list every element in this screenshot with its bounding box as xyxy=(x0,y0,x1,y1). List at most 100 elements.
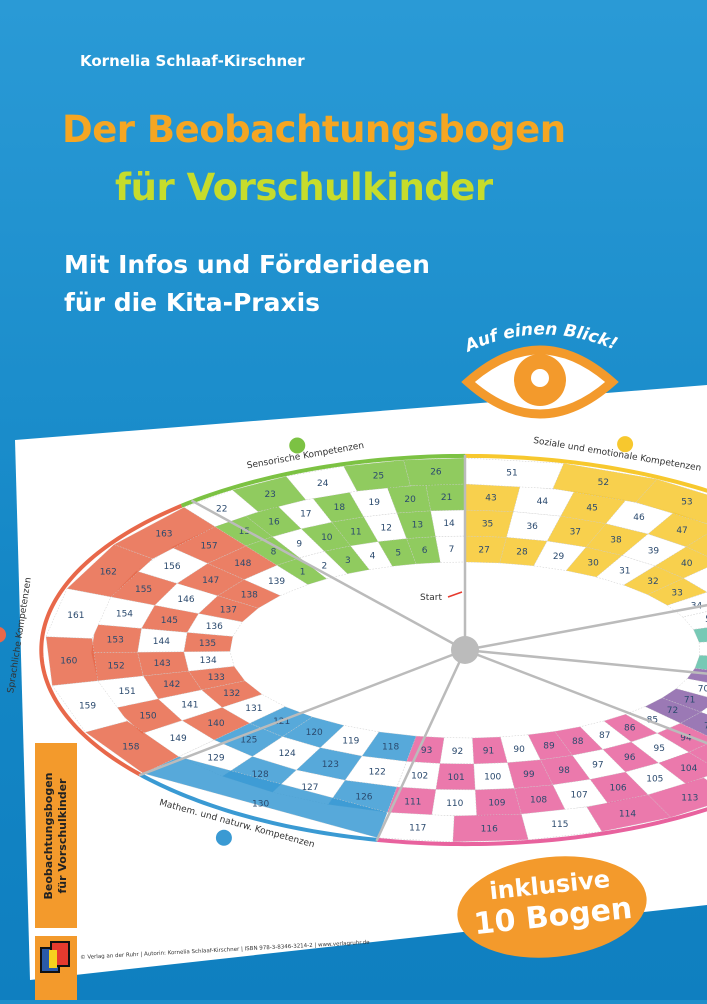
cell-number: 152 xyxy=(108,661,125,671)
cell-number: 136 xyxy=(206,622,223,632)
cell-number: 27 xyxy=(478,545,489,555)
cell-number: 29 xyxy=(553,552,565,562)
wheel-cell xyxy=(694,655,707,670)
cell-number: 26 xyxy=(430,467,442,477)
spoke-arrow xyxy=(464,603,707,652)
wheel-cell xyxy=(431,789,477,817)
cell-number: 134 xyxy=(200,656,217,666)
cell-number: 99 xyxy=(523,770,535,780)
wheel-cell xyxy=(507,759,554,789)
wheel-cell xyxy=(656,723,707,753)
cell-number: 94 xyxy=(680,733,692,743)
cell-number: 161 xyxy=(67,611,84,621)
author: Kornelia Schlaaf-Kirschner xyxy=(80,52,305,70)
wheel-cell xyxy=(686,668,707,683)
wheel-cell xyxy=(403,457,466,487)
wheel-cell xyxy=(176,563,245,596)
cell-number: 1 xyxy=(300,568,306,578)
cell-number: 47 xyxy=(676,526,687,536)
cell-number: 31 xyxy=(619,567,630,577)
cell-number: 102 xyxy=(411,772,428,782)
cell-number: 105 xyxy=(646,775,663,785)
subtitle: Mit Infos und Förderideen für die Kita-P… xyxy=(64,246,430,322)
spoke-arrow xyxy=(375,649,467,842)
cell-number: 25 xyxy=(373,471,384,481)
cell-number: 141 xyxy=(181,700,198,710)
wheel-cell xyxy=(630,732,690,764)
cell-number: 138 xyxy=(241,590,258,600)
wheel-cell xyxy=(552,779,609,811)
cell-number: 107 xyxy=(571,791,588,801)
cell-number: 72 xyxy=(667,706,678,716)
section-arc xyxy=(180,453,466,508)
cell-number: 37 xyxy=(570,528,581,538)
section-dot xyxy=(0,626,7,643)
cell-number: 157 xyxy=(200,541,217,551)
wheel-cell xyxy=(319,725,380,757)
cell-number: 155 xyxy=(135,585,152,595)
cell-number: 98 xyxy=(558,766,570,776)
wheel-cell xyxy=(66,544,154,598)
cell-number: 146 xyxy=(177,595,194,605)
wheel-cell xyxy=(700,707,707,715)
cell-number: 122 xyxy=(369,768,386,778)
cell-number: 148 xyxy=(234,559,251,569)
cell-number: 4 xyxy=(370,552,376,562)
wheel-cell xyxy=(683,567,707,593)
wheel-cell xyxy=(137,628,188,653)
cell-number: 125 xyxy=(240,735,257,745)
wheel-cell xyxy=(675,678,707,698)
cell-number: 56 xyxy=(705,615,707,625)
cell-number: 133 xyxy=(208,673,225,683)
wheel-cell xyxy=(281,716,345,748)
cell-number: 108 xyxy=(530,796,547,806)
cell-number: 163 xyxy=(155,529,172,539)
cell-number: 91 xyxy=(483,747,494,757)
cell-number: 116 xyxy=(481,825,498,835)
cell-number: 154 xyxy=(116,610,133,620)
spine-line1: Beobachtungsbogen xyxy=(42,772,55,899)
wheel-cell xyxy=(232,475,307,513)
cell-number: 147 xyxy=(202,576,219,586)
wheel-cell xyxy=(217,579,281,609)
wheel-cell xyxy=(565,546,623,578)
cell-number: 8 xyxy=(271,547,277,557)
cell-number: 85 xyxy=(647,715,658,725)
cell-number: 13 xyxy=(412,521,423,531)
wheel-cell xyxy=(635,478,707,524)
cell-number: 88 xyxy=(572,737,584,747)
cell-number: 160 xyxy=(60,656,77,666)
cell-number: 21 xyxy=(441,493,452,503)
cell-number: 124 xyxy=(279,749,296,759)
wheel-cell xyxy=(474,788,522,817)
cell-number: 30 xyxy=(587,558,599,568)
wheel-cell xyxy=(244,505,302,538)
wheel-cell xyxy=(514,784,566,815)
cell-number: 39 xyxy=(648,546,660,556)
cell-number: 86 xyxy=(624,724,636,734)
cell-number: 87 xyxy=(599,731,610,741)
cell-number: 7 xyxy=(449,545,455,555)
cell-number: 144 xyxy=(153,637,170,647)
wheel-cell xyxy=(45,636,98,686)
wheel-cell xyxy=(473,762,515,791)
cell-number: 158 xyxy=(122,743,139,753)
spoke-arrow xyxy=(464,648,707,745)
cell-number: 22 xyxy=(216,505,227,515)
subtitle-line1: Mit Infos und Förderideen xyxy=(64,250,430,279)
cell-number: 70 xyxy=(698,685,707,695)
start-label: Start xyxy=(420,593,442,603)
cell-number: 36 xyxy=(526,522,538,532)
spine-line2: für Vorschulkinder xyxy=(56,778,69,893)
wheel-cell xyxy=(343,459,411,492)
wheel-cell xyxy=(178,739,253,777)
wheel-cell xyxy=(154,583,219,614)
wheel-cell xyxy=(579,720,632,750)
cell-number: 45 xyxy=(586,503,597,513)
cell-number: 156 xyxy=(163,562,180,572)
wheel-cell xyxy=(110,570,178,606)
cell-number: 32 xyxy=(647,577,658,587)
wheel-cell xyxy=(654,546,707,579)
wheel-cell xyxy=(213,723,283,757)
cell-number: 90 xyxy=(513,745,525,755)
